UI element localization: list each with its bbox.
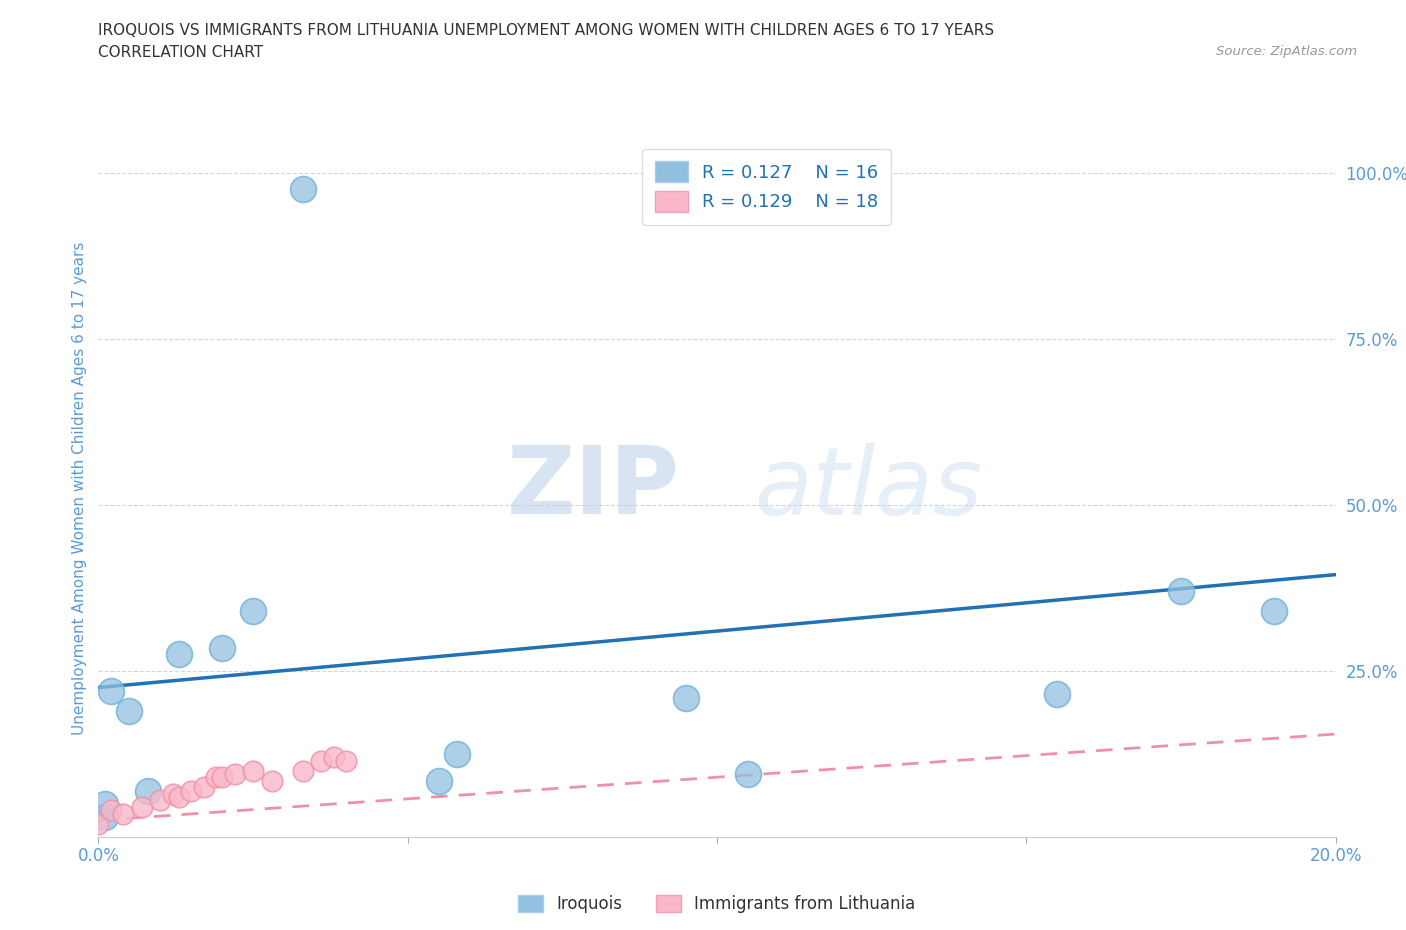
Y-axis label: Unemployment Among Women with Children Ages 6 to 17 years: Unemployment Among Women with Children A… — [72, 242, 87, 735]
Point — [1170, 584, 1192, 599]
Point — [427, 773, 450, 788]
Point — [322, 750, 344, 764]
Point — [193, 779, 215, 794]
Point — [211, 640, 233, 655]
Point — [291, 182, 314, 197]
Point — [93, 796, 115, 811]
Point — [100, 684, 122, 698]
Point — [180, 783, 202, 798]
Point — [335, 753, 357, 768]
Point — [131, 800, 153, 815]
Point — [242, 764, 264, 778]
Point — [149, 793, 172, 808]
Text: IROQUOIS VS IMMIGRANTS FROM LITHUANIA UNEMPLOYMENT AMONG WOMEN WITH CHILDREN AGE: IROQUOIS VS IMMIGRANTS FROM LITHUANIA UN… — [98, 23, 994, 38]
Point — [224, 766, 246, 781]
Text: Source: ZipAtlas.com: Source: ZipAtlas.com — [1216, 45, 1357, 58]
Point — [205, 770, 228, 785]
Point — [136, 783, 159, 798]
Point — [260, 773, 283, 788]
Point — [1046, 686, 1069, 701]
Legend: Iroquois, Immigrants from Lithuania: Iroquois, Immigrants from Lithuania — [512, 888, 922, 920]
Point — [167, 790, 190, 804]
Point — [100, 803, 122, 817]
Point — [118, 703, 141, 718]
Point — [112, 806, 135, 821]
Point — [737, 766, 759, 781]
Text: atlas: atlas — [754, 443, 983, 534]
Point — [242, 604, 264, 618]
Point — [211, 770, 233, 785]
Text: ZIP: ZIP — [508, 443, 681, 534]
Point — [446, 747, 468, 762]
Point — [291, 764, 314, 778]
Point — [309, 753, 332, 768]
Point — [675, 690, 697, 705]
Point — [1263, 604, 1285, 618]
Point — [93, 810, 115, 825]
Text: CORRELATION CHART: CORRELATION CHART — [98, 45, 263, 60]
Point — [87, 817, 110, 831]
Point — [167, 647, 190, 662]
Point — [162, 787, 184, 802]
